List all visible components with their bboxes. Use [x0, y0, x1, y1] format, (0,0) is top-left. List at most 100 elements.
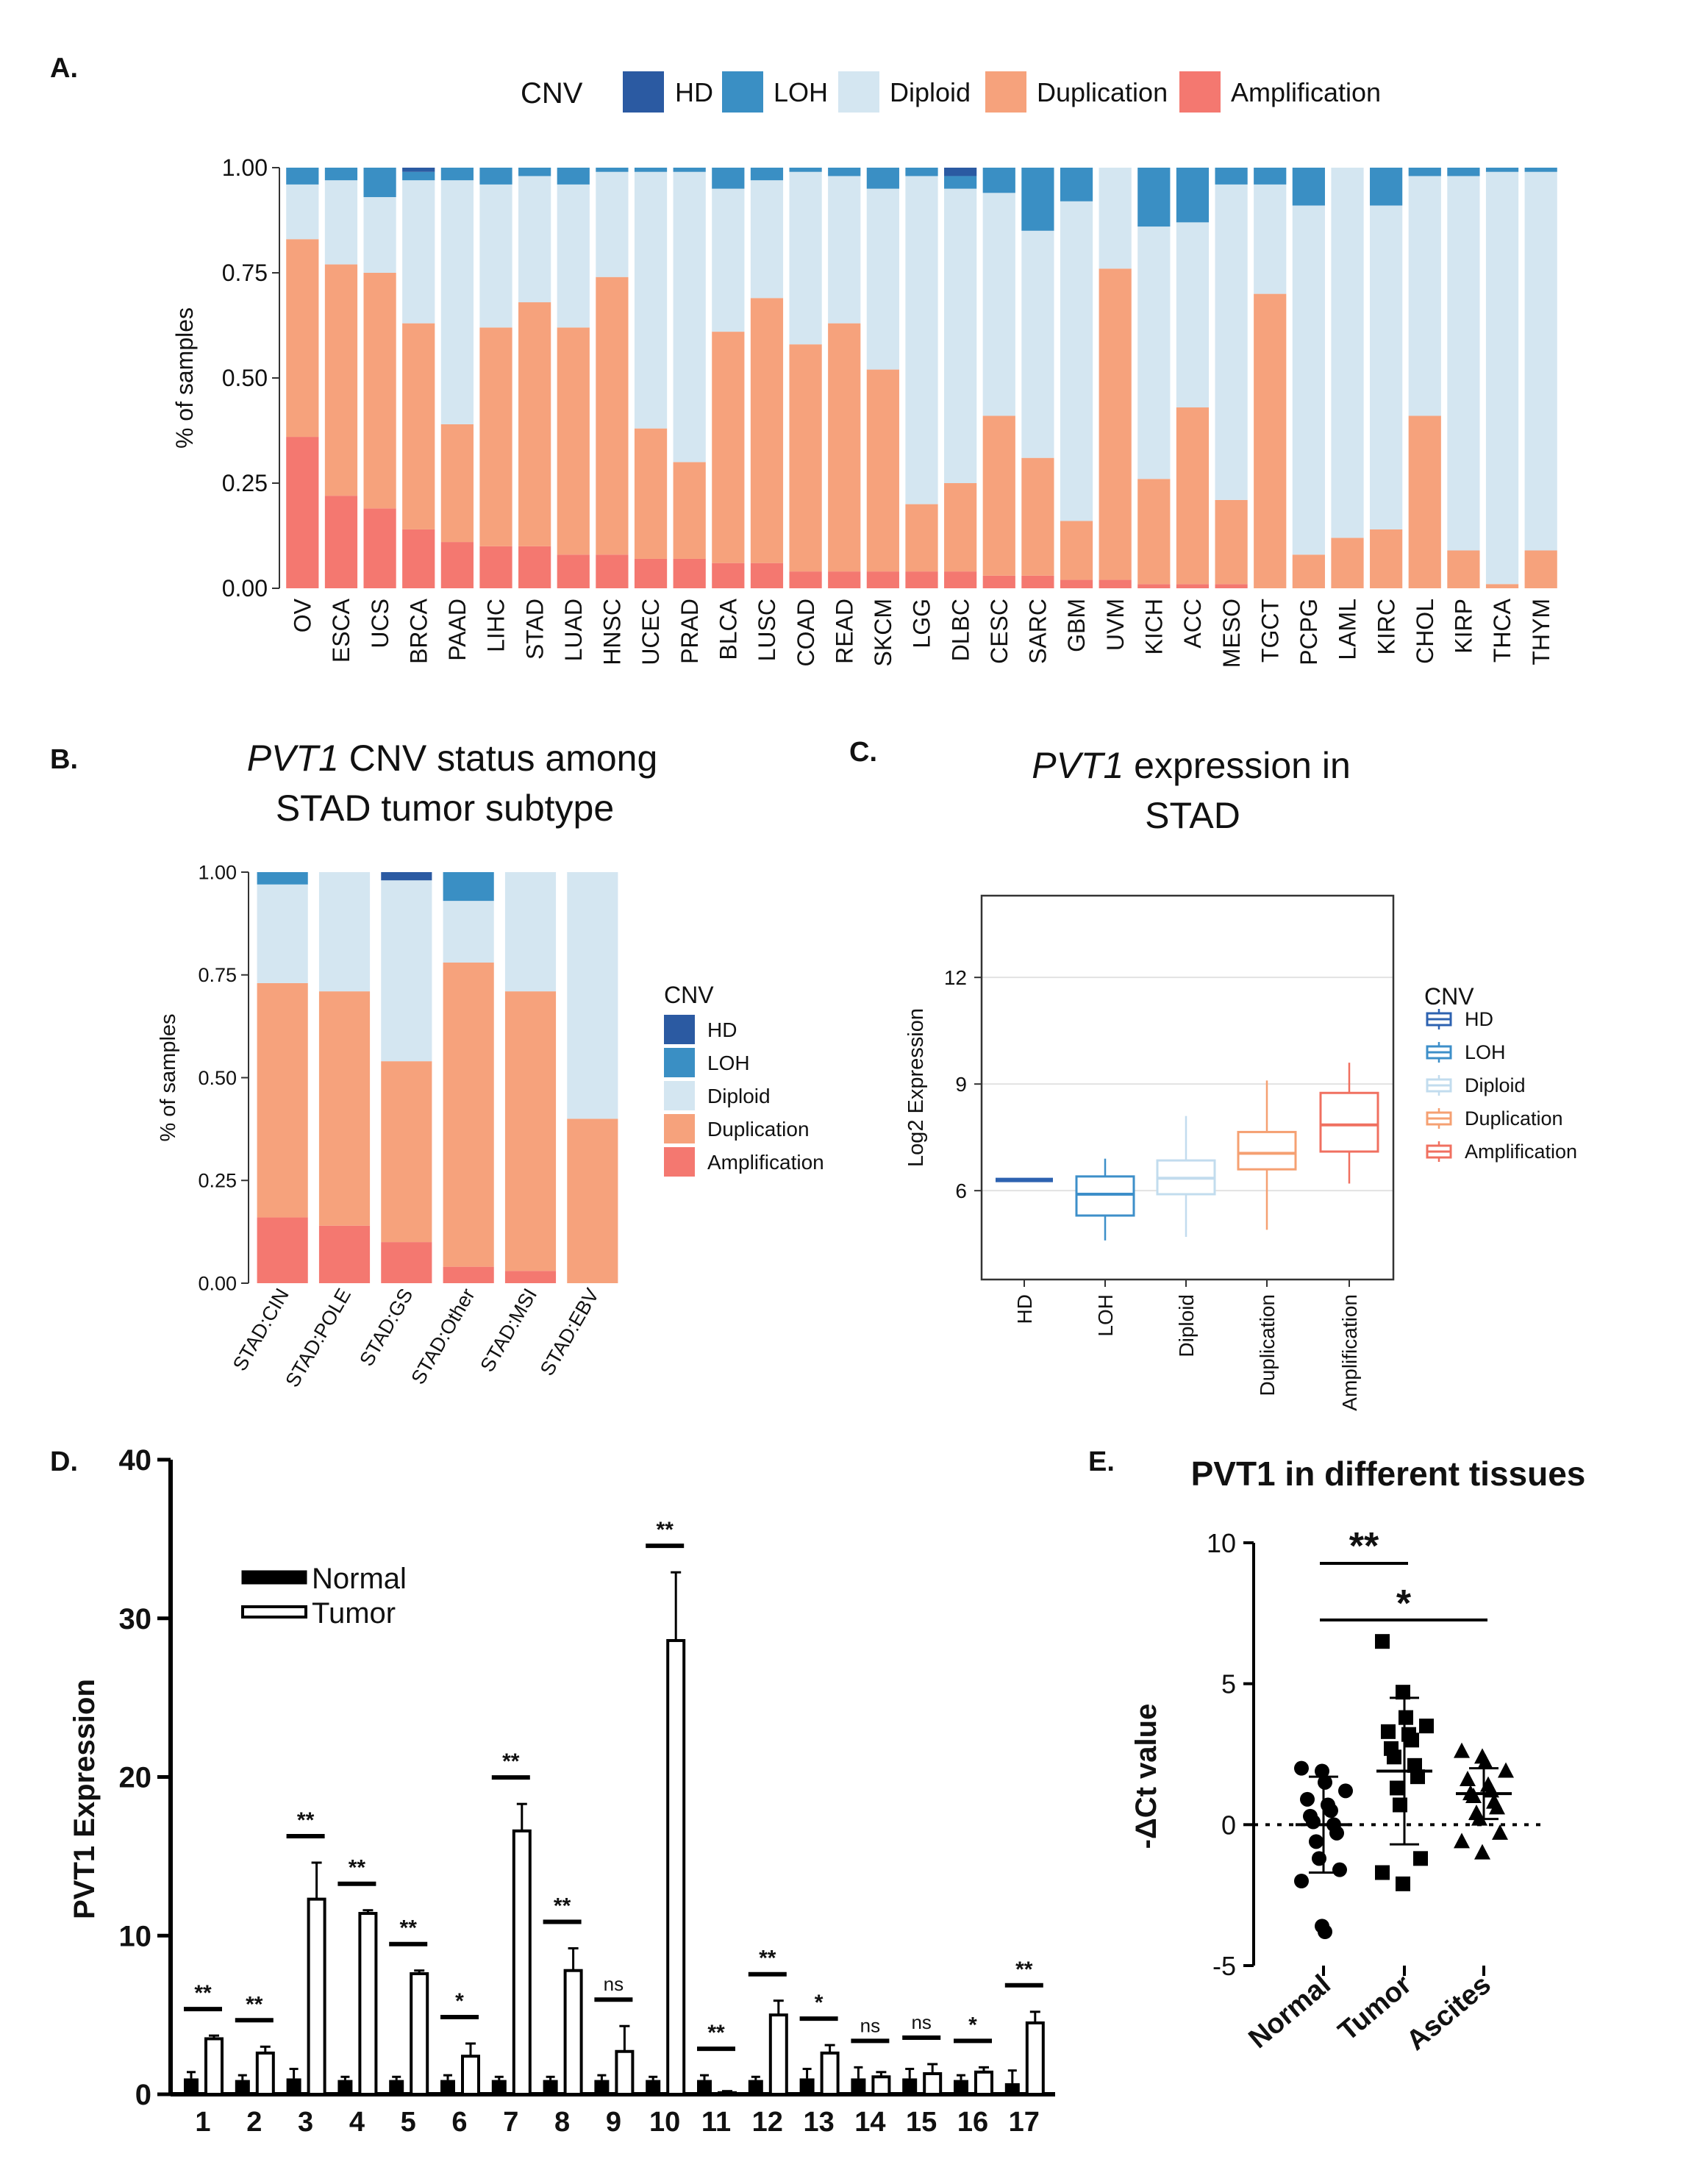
c-legend-glyph-hd — [1426, 1009, 1452, 1029]
segment-diploid — [1524, 171, 1557, 551]
bar-lihc — [479, 168, 512, 588]
segment-duplication — [944, 483, 977, 572]
segment-amplification — [504, 1271, 557, 1283]
bar-stad-msi — [504, 872, 557, 1283]
segment-loh — [1524, 168, 1557, 172]
segment-duplication — [1060, 521, 1093, 580]
comparison-label: * — [1396, 1582, 1412, 1625]
segment-loh — [634, 168, 668, 172]
data-point — [1396, 1685, 1410, 1700]
bar-tumor — [666, 1638, 686, 2096]
bar-normal — [748, 2080, 763, 2094]
panel-b-title-gene: PVT1 — [247, 738, 339, 779]
x-tick-label: SKCM — [870, 599, 896, 666]
x-tick-label: GBM — [1063, 599, 1090, 652]
data-point — [1338, 1783, 1353, 1799]
x-tick-label: DLBC — [947, 599, 974, 661]
bar-hnsc — [596, 168, 629, 588]
legend-label-amplification: Amplification — [1231, 77, 1381, 107]
bar-tumor — [563, 1969, 583, 2096]
legend-swatch-diploid — [838, 71, 879, 113]
x-tick-label: 7 — [503, 2107, 518, 2138]
bar-tumor — [512, 1829, 532, 2096]
bar-thca — [1485, 168, 1519, 588]
segment-loh — [982, 168, 1015, 193]
legend-swatch-normal — [241, 1570, 307, 1585]
significance-label: ns — [604, 1973, 624, 1995]
segment-duplication — [402, 323, 435, 529]
segment-duplication — [828, 323, 861, 572]
segment-diploid — [1292, 205, 1325, 555]
c-legend-label-amplification: Amplification — [1465, 1141, 1577, 1163]
y-tick-label: 10 — [119, 1920, 152, 1952]
x-tick-label: KIRC — [1373, 599, 1399, 654]
panel-c: C. PVT1 expression in STAD 6 9 12 Log2 Expr… — [849, 737, 1577, 1411]
x-tick-label: KIRP — [1451, 599, 1477, 654]
chart-e: PVT1 in different tissues -5 0 5 10 -ΔCt valu… — [1130, 1455, 1585, 2057]
segment-diploid — [440, 180, 474, 424]
x-tick-label: STAD:POLE — [281, 1285, 355, 1391]
segment-duplication — [905, 504, 938, 572]
y-tick-label: 5 — [1221, 1669, 1236, 1699]
segment-loh — [286, 168, 319, 185]
x-tick-label: KICH — [1141, 599, 1168, 654]
segment-duplication — [634, 428, 668, 559]
y-tick-label: 0.50 — [198, 1067, 237, 1089]
y-tick-label: 0.75 — [198, 964, 237, 986]
bar-normal — [697, 2080, 712, 2094]
x-tick-label: 14 — [854, 2107, 885, 2138]
segment-diploid — [1060, 201, 1093, 521]
bar-group-16: * 16 — [954, 2013, 993, 2138]
bar-kich — [1137, 168, 1171, 588]
data-point — [1465, 1788, 1482, 1803]
significance-label: ** — [400, 1916, 418, 1941]
panel-e: E. PVT1 in different tissues -5 0 5 10 -ΔCt v… — [1088, 1446, 1585, 2057]
bar-normal — [646, 2080, 661, 2094]
y-tick-label: 0 — [135, 2079, 151, 2111]
segment-duplication — [596, 276, 629, 555]
bar-esca — [324, 168, 358, 588]
box-iqr — [1237, 1130, 1297, 1171]
bar-luad — [557, 168, 590, 588]
segment-diploid — [1176, 222, 1210, 408]
bar-tumor — [410, 1972, 429, 2096]
bar-group-17: ** 17 — [1004, 1958, 1045, 2138]
chart-title: PVT1 in different tissues — [1191, 1455, 1586, 1493]
bar-normal — [491, 2080, 507, 2094]
segment-duplication — [982, 415, 1015, 576]
segment-loh — [596, 168, 629, 172]
segment-amplification — [318, 1225, 371, 1283]
y-tick-label: 10 — [1207, 1528, 1236, 1558]
b-legend-label-hd: HD — [707, 1018, 737, 1041]
segment-diploid — [1137, 226, 1171, 479]
segment-diploid — [1485, 171, 1519, 585]
x-tick-label: 6 — [451, 2107, 467, 2138]
x-tick-label: UVM — [1102, 599, 1129, 651]
bar-pcpg — [1292, 168, 1325, 588]
bar-acc — [1176, 168, 1210, 588]
significance-label: ** — [194, 1981, 212, 2005]
bar-laml — [1331, 168, 1364, 588]
segment-diploid — [479, 184, 512, 328]
bar-group-15: ns 15 — [902, 2011, 943, 2138]
x-tick-label: CHOL — [1412, 599, 1438, 664]
panel-d-label: D. — [50, 1446, 78, 1477]
segment-loh — [1137, 168, 1171, 227]
segment-diploid — [1215, 184, 1248, 500]
segment-diploid — [381, 880, 432, 1062]
y-tick-label: 0.00 — [198, 1272, 237, 1294]
b-legend-swatch-amplification — [664, 1147, 695, 1177]
legend-label-diploid: Diploid — [890, 77, 971, 107]
bar-tumor — [204, 2037, 224, 2096]
significance-label: ** — [657, 1518, 674, 1542]
x-tick-label: LIHC — [483, 599, 510, 652]
data-point — [1324, 1803, 1338, 1819]
segment-duplication — [567, 1118, 618, 1283]
bar-normal — [184, 2078, 199, 2094]
data-point — [1404, 1732, 1419, 1748]
segment-loh — [1485, 168, 1519, 172]
segment-hd — [944, 168, 977, 176]
x-tick-label: STAD:Other — [407, 1285, 479, 1388]
significance-label: ** — [707, 2021, 725, 2045]
x-tick-label: UCS — [367, 599, 393, 649]
